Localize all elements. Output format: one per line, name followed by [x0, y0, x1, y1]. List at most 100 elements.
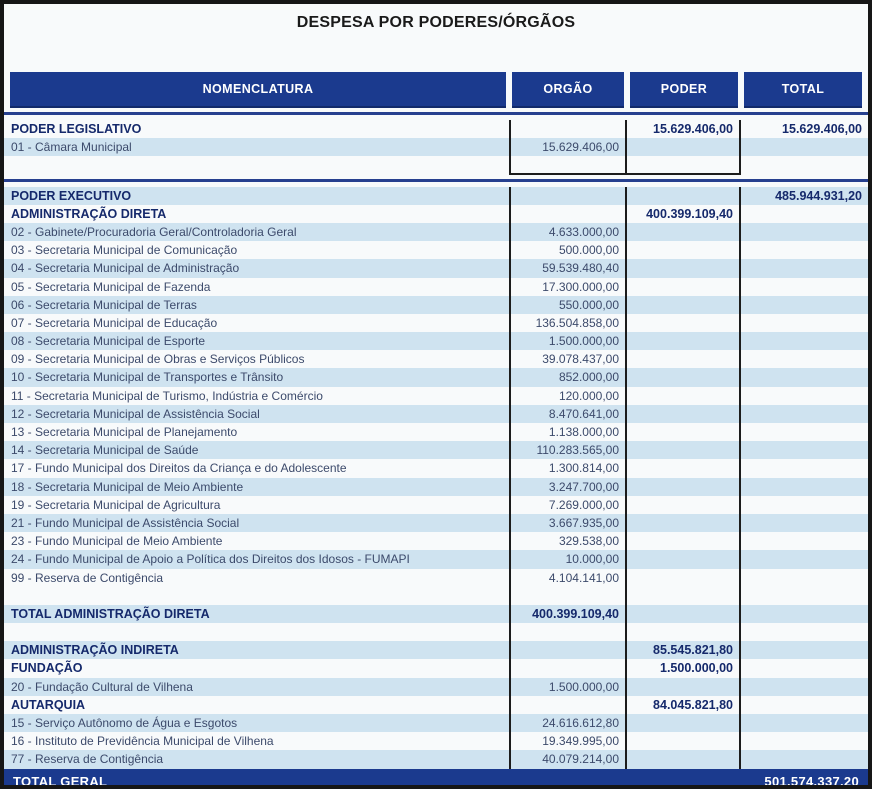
cell-total — [741, 550, 868, 568]
cell-total — [741, 623, 868, 641]
cell-orgao: 400.399.109,40 — [509, 604, 627, 624]
cell-poder — [627, 568, 741, 587]
cell-total — [741, 459, 868, 477]
table-row: 21 - Fundo Municipal de Assistência Soci… — [4, 513, 868, 533]
cell-poder — [627, 241, 741, 260]
cell-nomenclatura: 21 - Fundo Municipal de Assistência Soci… — [11, 515, 240, 530]
cell-orgao: 852.000,00 — [509, 368, 627, 387]
cell-nomenclatura: 05 - Secretaria Municipal de Fazenda — [11, 279, 211, 294]
table-row: 12 - Secretaria Municipal de Assistência… — [4, 404, 868, 423]
cell-nomenclatura: 04 - Secretaria Municipal de Administraç… — [11, 261, 240, 276]
cell-poder — [627, 259, 741, 278]
cell-poder — [627, 459, 741, 478]
section-row: AUTARQUIA 84.045.821,80 — [4, 695, 868, 714]
cell-orgao: 329.538,00 — [509, 532, 627, 551]
cell-nomenclatura: 02 - Gabinete/Procuradoria Geral/Control… — [11, 224, 297, 239]
cell-poder — [627, 532, 741, 551]
blank-row — [4, 623, 868, 642]
cell-total — [741, 605, 868, 623]
cell-nomenclatura: 99 - Reserva de Contigência — [11, 570, 164, 585]
cell-nomenclatura: 09 - Secretaria Municipal de Obras e Ser… — [11, 352, 305, 367]
column-header-label: ORGÃO — [512, 72, 624, 108]
cell-poder — [627, 604, 741, 624]
cell-poder: 15.629.406,00 — [627, 120, 741, 139]
cell-total: 15.629.406,00 — [782, 122, 862, 136]
cell-nomenclatura: 08 - Secretaria Municipal de Esporte — [11, 334, 206, 349]
section-row: PODER LEGISLATIVO 15.629.406,00 15.629.406… — [4, 120, 868, 139]
cell-total — [741, 478, 868, 496]
cell-nomenclatura: 15 - Serviço Autônomo de Água e Esgotos — [11, 716, 238, 730]
table-row: 04 - Secretaria Municipal de Administraç… — [4, 259, 868, 278]
cell-total — [741, 296, 868, 314]
cell-poder — [627, 750, 741, 769]
cell-poder — [627, 138, 741, 157]
cell-poder — [627, 477, 741, 496]
cell-nomenclatura: 10 - Secretaria Municipal de Transportes… — [11, 370, 284, 385]
section-row: TOTAL ADMINISTRAÇÃO DIRETA 400.399.109,40 — [4, 604, 868, 624]
cell-nomenclatura: 24 - Fundo Municipal de Apoio a Política… — [11, 552, 410, 567]
table-row: 14 - Secretaria Municipal de Saúde 110.28… — [4, 441, 868, 460]
cell-poder: 1.500.000,00 — [627, 659, 741, 678]
cell-orgao: 10.000,00 — [509, 550, 627, 569]
cell-nomenclatura: 11 - Secretaria Municipal de Turismo, In… — [11, 388, 323, 403]
cell-orgao — [509, 623, 627, 642]
cell-poder — [627, 495, 741, 514]
cell-total — [741, 387, 868, 405]
section-separator-line — [4, 178, 868, 182]
cell-nomenclatura: ADMINISTRAÇÃO DIRETA — [11, 206, 167, 221]
cell-total — [741, 223, 868, 241]
cell-orgao: 1.300.814,00 — [509, 459, 627, 478]
cell-nomenclatura — [4, 587, 509, 605]
column-header-label: TOTAL — [744, 72, 862, 108]
cell-nomenclatura: PODER LEGISLATIVO — [11, 122, 142, 136]
cell-total — [741, 138, 868, 156]
cell-total — [741, 659, 868, 677]
cell-poder — [627, 313, 741, 333]
table-row: 07 - Secretaria Municipal de Educação 136… — [4, 313, 868, 333]
cell-orgao: 110.283.565,00 — [509, 441, 627, 460]
cell-nomenclatura: TOTAL ADMINISTRAÇÃO DIRETA — [11, 606, 210, 621]
table-row: 03 - Secretaria Municipal de Comunicação… — [4, 241, 868, 260]
table-row: 77 - Reserva de Contigência 40.079.214,00 — [4, 750, 868, 769]
cell-total — [741, 332, 868, 350]
cell-orgao — [509, 120, 627, 139]
table-row: 09 - Secretaria Municipal de Obras e Ser… — [4, 350, 868, 369]
cell-orgao: 8.470.641,00 — [509, 404, 627, 423]
cell-nomenclatura: 18 - Secretaria Municipal de Meio Ambien… — [11, 479, 244, 494]
cell-poder — [627, 586, 741, 605]
cell-total — [741, 368, 868, 386]
cell-orgao: 1.500.000,00 — [509, 677, 627, 696]
cell-orgao: 120.000,00 — [509, 386, 627, 405]
table-row: 17 - Fundo Municipal dos Direitos da Cri… — [4, 459, 868, 478]
section-row: ADMINISTRAÇÃO INDIRETA 85.545.821,80 — [4, 641, 868, 660]
cell-poder — [627, 623, 741, 642]
cell-poder: 85.545.821,80 — [627, 641, 741, 660]
cell-poder — [627, 156, 741, 175]
cell-total — [741, 314, 868, 332]
cell-nomenclatura: 77 - Reserva de Contigência — [11, 752, 164, 767]
cell-total: 485.944.931,20 — [775, 188, 862, 203]
table-body: PODER LEGISLATIVO 15.629.406,00 15.629.406… — [4, 120, 868, 769]
total-geral-label: TOTAL GERAL — [13, 774, 108, 789]
cell-orgao — [509, 659, 627, 678]
cell-nomenclatura — [4, 623, 509, 641]
cell-total — [741, 532, 868, 550]
section-row: ADMINISTRAÇÃO DIRETA 400.399.109,40 — [4, 204, 868, 223]
cell-poder — [627, 550, 741, 569]
cell-poder — [627, 277, 741, 296]
table-row: 99 - Reserva de Contigência 4.104.141,00 — [4, 568, 868, 587]
cell-nomenclatura: 03 - Secretaria Municipal de Comunicação — [11, 243, 238, 258]
cell-total — [741, 732, 868, 750]
cell-total — [741, 569, 868, 587]
cell-poder — [627, 441, 741, 460]
cell-poder: 400.399.109,40 — [627, 204, 741, 223]
cell-orgao: 500.000,00 — [509, 241, 627, 260]
cell-poder — [627, 677, 741, 696]
cell-orgao: 7.269.000,00 — [509, 495, 627, 514]
cell-orgao — [509, 695, 627, 714]
cell-nomenclatura: PODER EXECUTIVO — [11, 188, 132, 203]
cell-total — [741, 405, 868, 423]
blank-row — [4, 586, 868, 605]
cell-poder — [627, 350, 741, 369]
cell-orgao: 136.504.858,00 — [509, 313, 627, 333]
